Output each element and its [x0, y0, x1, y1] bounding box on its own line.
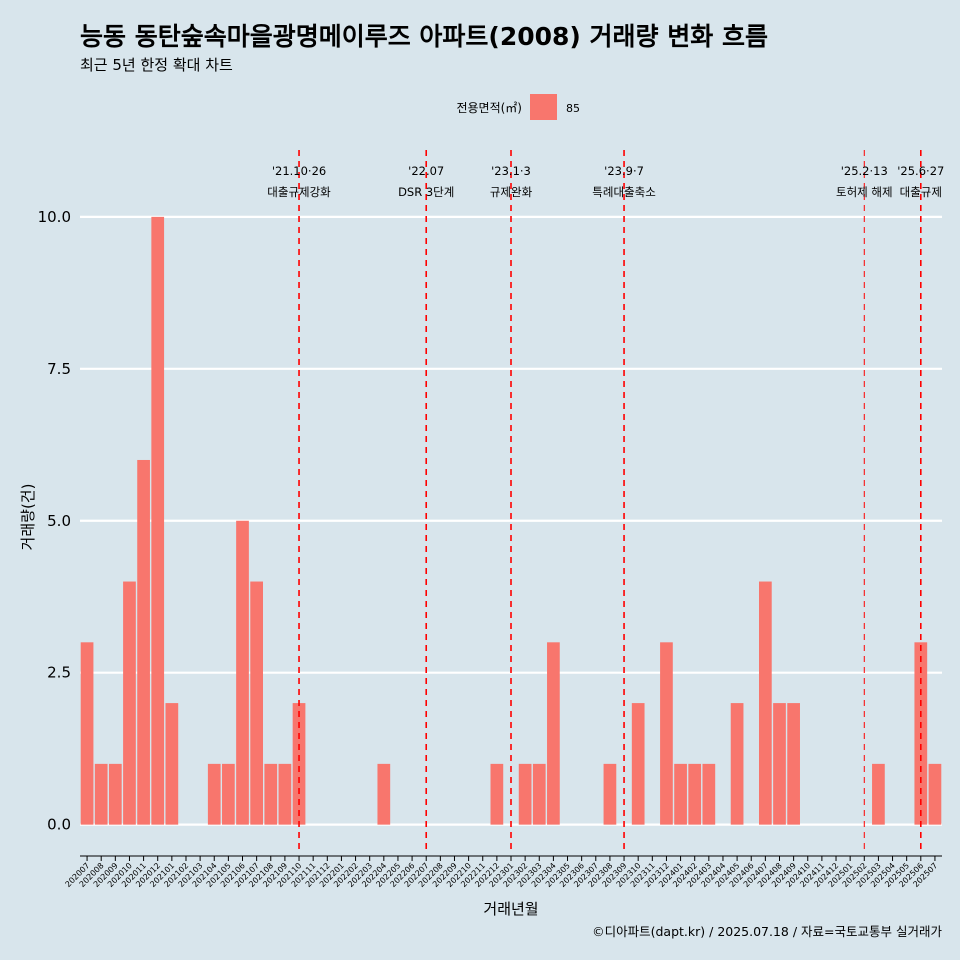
caption: ©디아파트(dapt.kr) / 2025.07.18 / 자료=국토교통부 실…	[592, 924, 942, 939]
bar-202107	[250, 581, 263, 825]
bar-202302	[518, 763, 532, 825]
chart-title: 능동 동탄숲속마을광명메이루즈 아파트(2008) 거래량 변화 흐름	[80, 22, 768, 51]
bar-202110	[292, 703, 306, 825]
x-axis: 2020072020082020092020102020112020122021…	[64, 855, 942, 889]
bar-202012	[151, 216, 165, 825]
bar-202408	[773, 703, 786, 825]
y-axis-title: 거래량(건)	[19, 484, 37, 551]
bar-202010	[123, 581, 136, 825]
bar-202312	[660, 642, 673, 825]
bar-202409	[787, 703, 800, 825]
y-tick-label: 7.5	[47, 360, 71, 378]
bar-202303	[532, 763, 546, 825]
bar-202308	[603, 763, 617, 825]
event-desc-label: 토허제 해제	[836, 185, 893, 199]
bar-202507	[928, 763, 942, 825]
legend-title: 전용면적(㎡)	[456, 101, 522, 115]
bar-202105	[222, 763, 235, 825]
bar-202407	[759, 581, 772, 825]
event-desc-label: 대출규제	[900, 185, 942, 199]
event-date-label: '25.2·13	[841, 164, 888, 178]
bar-202009	[108, 763, 122, 825]
bar-202108	[264, 763, 278, 825]
event-desc-label: 특례대출축소	[592, 185, 655, 199]
x-axis-title: 거래년월	[483, 900, 538, 918]
bar-202304	[547, 642, 560, 825]
bar-202310	[631, 703, 645, 825]
event-desc-label: 대출규제강화	[267, 185, 331, 199]
event-date-label: '21.10·26	[272, 164, 326, 178]
y-tick-label: 2.5	[47, 664, 71, 682]
bar-202106	[236, 520, 249, 825]
bar-202104	[207, 763, 221, 825]
chart-subtitle: 최근 5년 한정 확대 차트	[80, 56, 233, 74]
bar-202402	[688, 763, 702, 825]
bar-202008	[94, 763, 108, 825]
bar-202503	[872, 763, 885, 825]
event-desc-label: 규제완화	[490, 185, 533, 199]
bars-layer	[80, 216, 942, 825]
bar-202212	[490, 763, 504, 825]
bar-202204	[377, 763, 391, 825]
event-date-label: '23.9·7	[604, 164, 644, 178]
event-date-label: '22.07	[408, 164, 444, 178]
y-tick-label: 10.0	[38, 208, 71, 226]
bar-202101	[165, 703, 179, 825]
events-layer: '21.10·26 대출규제강화 '22.07 DSR 3단계 '23.1·3 규제완화 '…	[267, 150, 944, 852]
y-axis: 0.0 2.5 5.0 7.5 10.0	[38, 208, 71, 834]
legend-swatch	[530, 94, 557, 120]
bar-202401	[674, 763, 687, 825]
legend: 전용면적(㎡) 85	[456, 94, 580, 120]
event-date-label: '23.1·3	[491, 164, 531, 178]
y-tick-label: 0.0	[47, 816, 71, 834]
y-tick-label: 5.0	[47, 512, 71, 530]
bar-202007	[80, 642, 94, 825]
bar-202109	[278, 763, 292, 825]
bar-202403	[702, 763, 716, 825]
bar-202011	[137, 459, 150, 825]
legend-label: 85	[566, 102, 580, 115]
event-date-label: '25.6·27	[897, 164, 944, 178]
event-desc-label: DSR 3단계	[398, 185, 454, 199]
bar-202405	[730, 703, 744, 825]
